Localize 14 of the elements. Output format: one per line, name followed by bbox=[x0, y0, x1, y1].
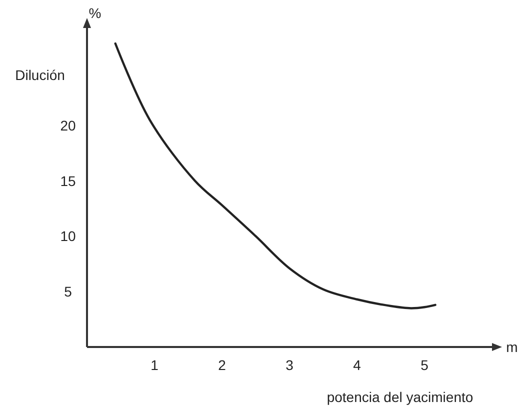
x-tick-label: 4 bbox=[353, 357, 362, 373]
line-series bbox=[114, 42, 436, 310]
y-tick-label: 20 bbox=[60, 117, 76, 134]
text: % bbox=[88, 5, 102, 21]
y-tick-label: 5 bbox=[64, 284, 72, 300]
x-axis-title: potencia del yacimiento bbox=[326, 389, 474, 405]
y-tick-label: 10 bbox=[60, 228, 76, 244]
y-tick-label: 15 bbox=[60, 172, 76, 189]
x-tick-label: 5 bbox=[420, 357, 429, 373]
y-axis-title: Dilución bbox=[15, 67, 65, 83]
x-tick-label: 3 bbox=[286, 357, 294, 373]
x-tick-label: 1 bbox=[150, 357, 159, 373]
text: m bbox=[506, 339, 518, 355]
x-tick-label: 2 bbox=[218, 357, 226, 373]
